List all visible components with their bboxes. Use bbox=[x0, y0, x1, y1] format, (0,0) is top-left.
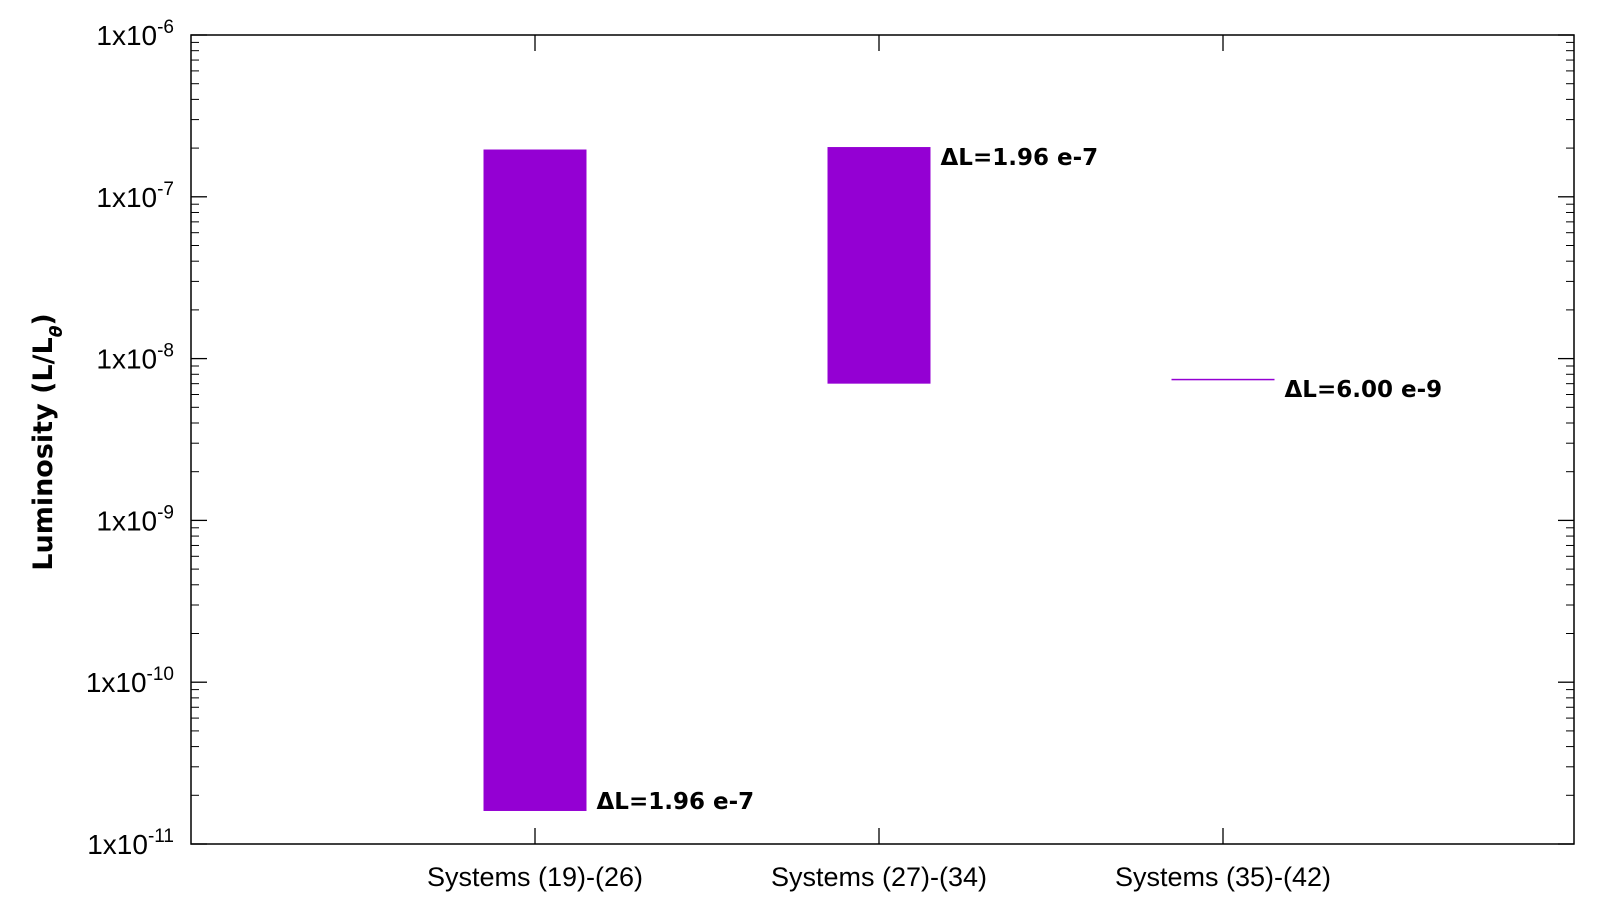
y-tick-label: 1x10-10 bbox=[86, 664, 174, 698]
y-axis-label-main: Luminosity (L/L bbox=[28, 337, 59, 570]
y-tick-label: 1x10-8 bbox=[96, 341, 174, 375]
y-axis-label-sub: θ bbox=[47, 325, 67, 337]
major-ticks bbox=[191, 34, 1574, 845]
bar bbox=[483, 149, 587, 811]
y-tick-label: 1x10-9 bbox=[96, 502, 174, 536]
bar-annotation: ΔL=6.00 e-9 bbox=[1285, 377, 1443, 403]
category-label: Systems (19)-(26) bbox=[427, 862, 643, 892]
y-tick-labels: 1x10-11 1x10-10 1x10-9 1x10-8 1x10-7 1x10-6 bbox=[86, 17, 174, 860]
bar bbox=[1171, 378, 1275, 381]
bar bbox=[827, 147, 931, 384]
category-labels: Systems (19)-(26) Systems (27)-(34) System… bbox=[427, 862, 1331, 892]
plot-frame bbox=[190, 34, 1575, 845]
y-axis-label: Luminosity (L/Lθ) bbox=[28, 313, 67, 570]
category-label: Systems (35)-(42) bbox=[1115, 862, 1331, 892]
category-label: Systems (27)-(34) bbox=[771, 862, 987, 892]
bars bbox=[483, 147, 1275, 811]
y-tick-label: 1x10-11 bbox=[87, 826, 174, 860]
x-ticks bbox=[534, 35, 1224, 844]
bar-labels: ΔL=1.96 e-7 ΔL=1.96 e-7 ΔL=6.00 e-9 bbox=[597, 145, 1443, 815]
bar-annotation: ΔL=1.96 e-7 bbox=[941, 145, 1099, 171]
minor-ticks bbox=[191, 41, 1574, 796]
y-tick-label: 1x10-7 bbox=[96, 179, 174, 213]
y-axis-label-close: ) bbox=[28, 313, 59, 325]
bar-annotation: ΔL=1.96 e-7 bbox=[597, 789, 755, 815]
y-tick-label: 1x10-6 bbox=[96, 17, 174, 51]
